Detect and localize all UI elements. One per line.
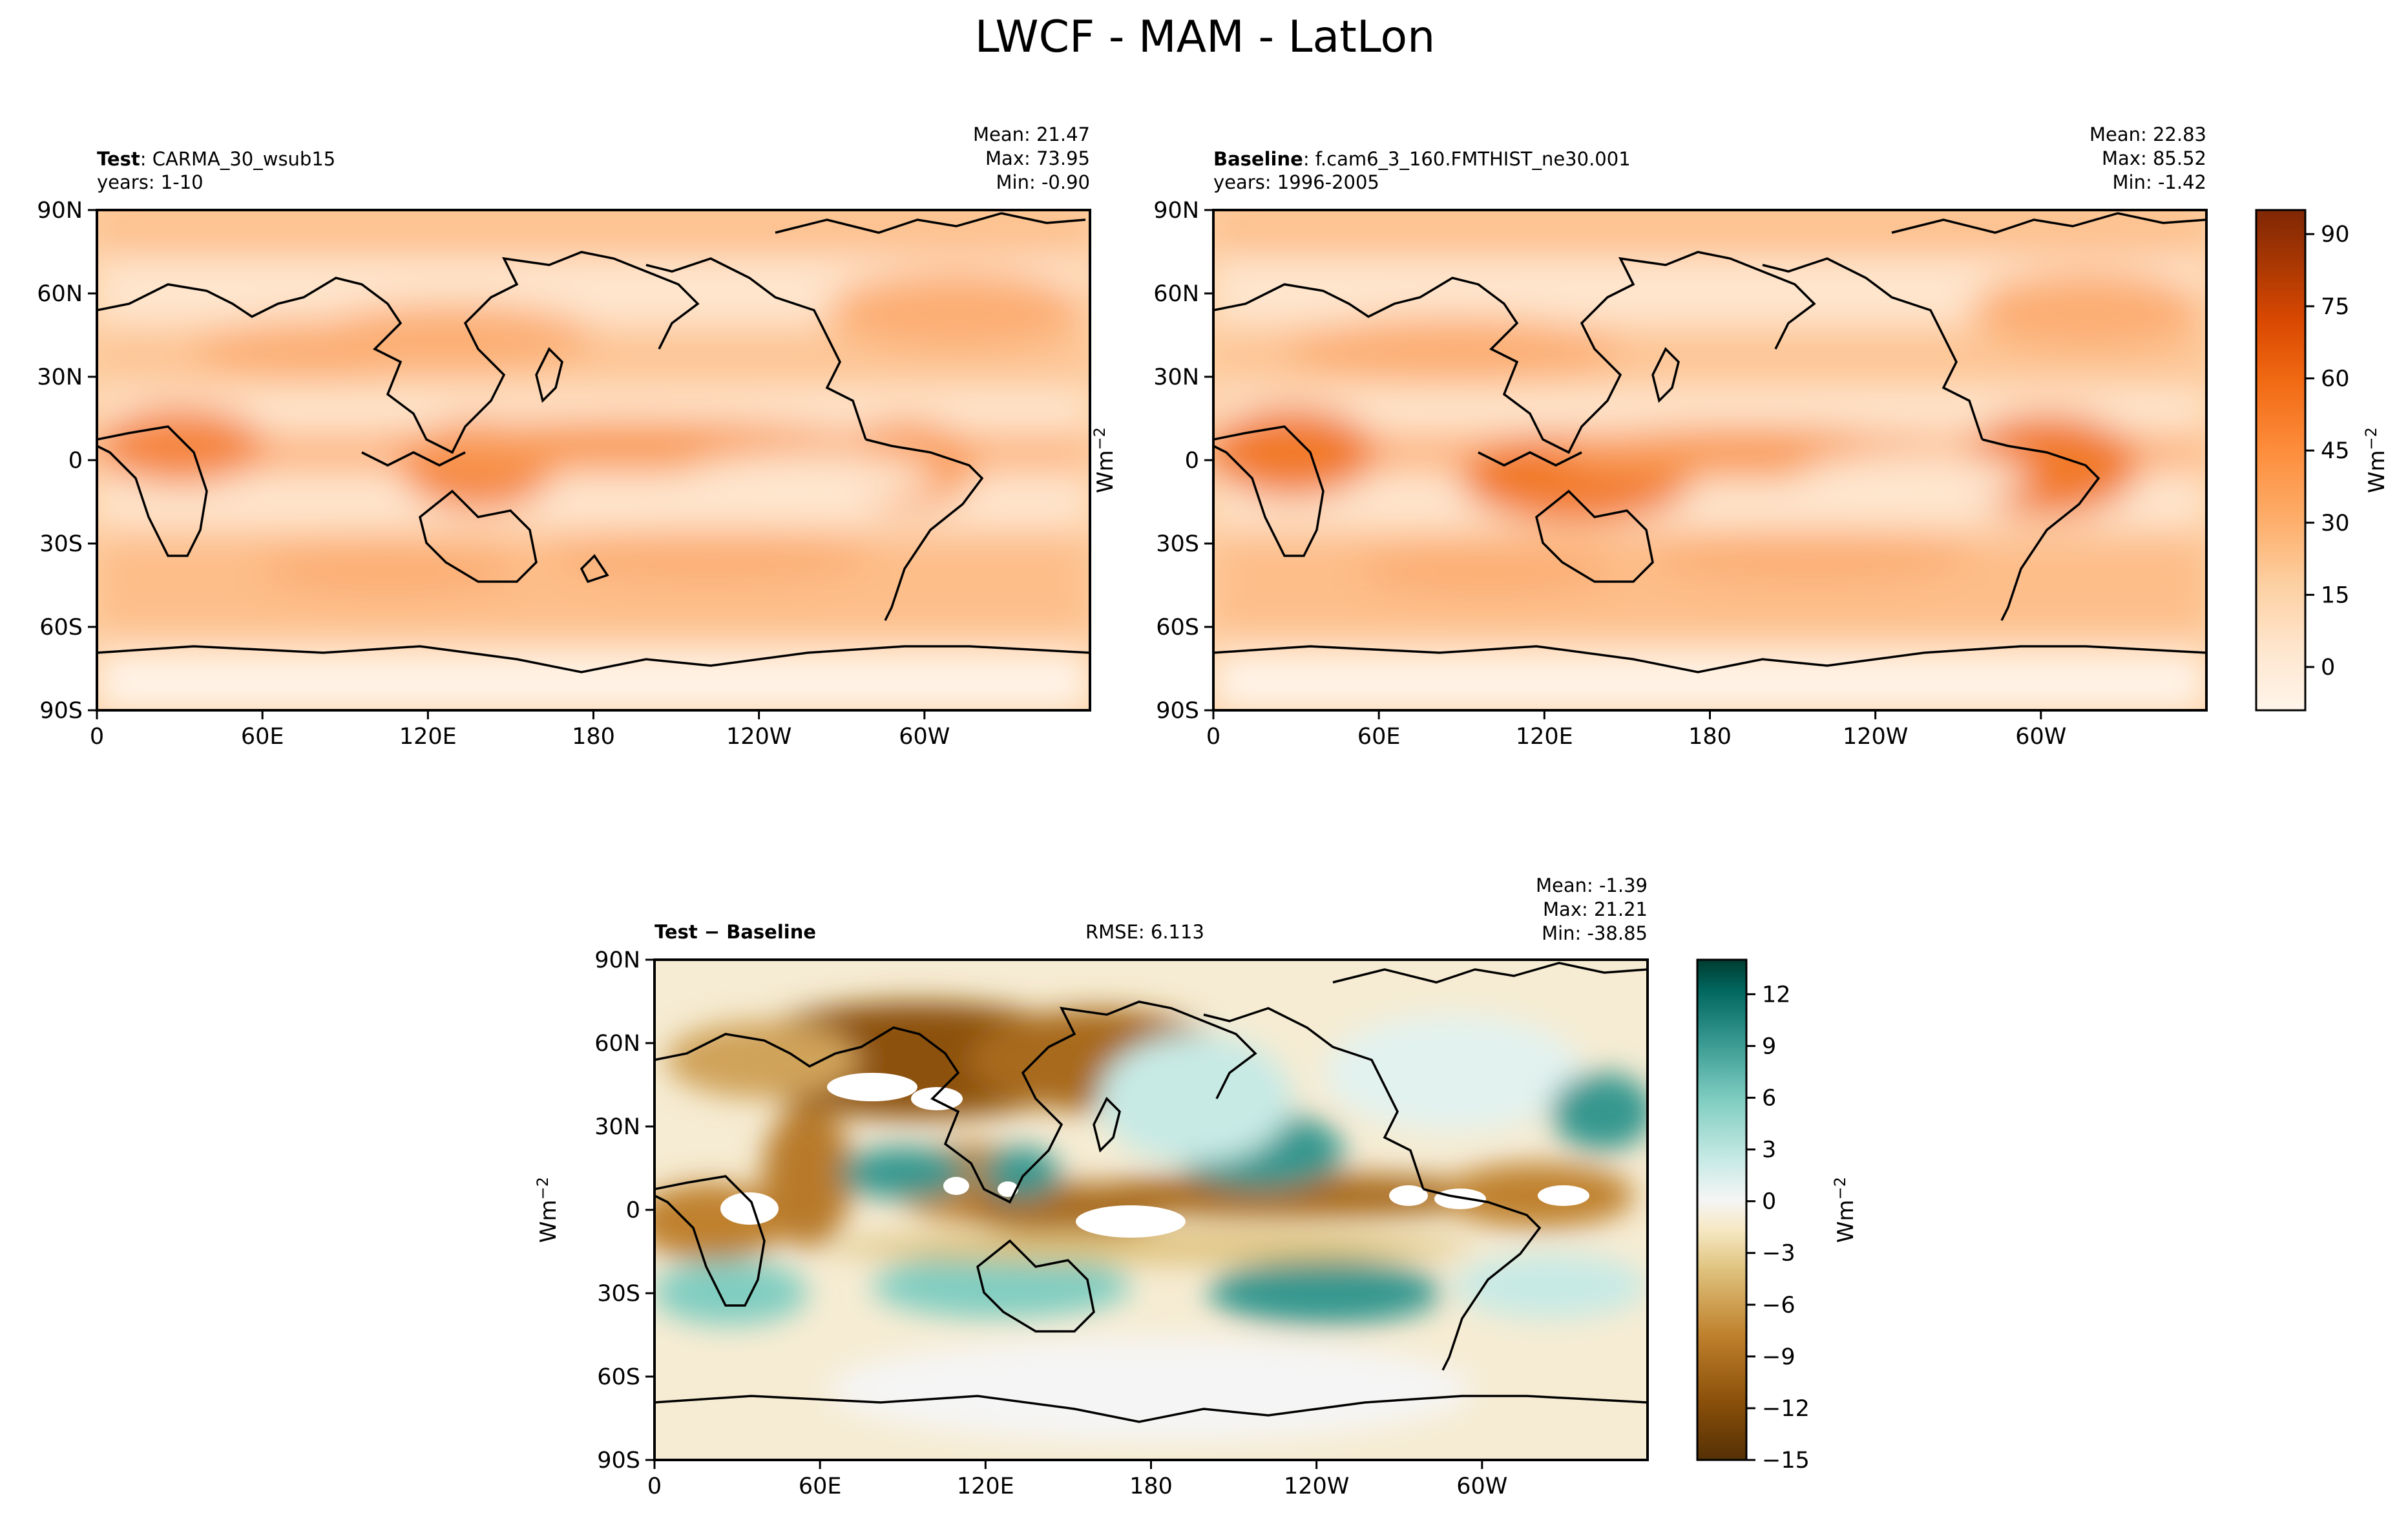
- difference-colorbar-tick-label: −9: [1762, 1344, 1796, 1370]
- test-xtick-label: 120W: [726, 724, 791, 750]
- test-ytick-label: 0: [68, 448, 83, 474]
- difference-colorbar-label: Wm−2: [1831, 1177, 1859, 1243]
- difference-colorbar-tick-label: 3: [1762, 1137, 1776, 1163]
- baseline-ytick-label: 30N: [1153, 365, 1199, 390]
- test-ytick-label: 90N: [37, 198, 83, 224]
- difference-mean: Mean: -1.39: [1536, 874, 1648, 896]
- test-case-label: Test: CARMA_30_wsub15: [97, 148, 335, 170]
- difference-colorbar: 12 9 6 3 0 −3 −6 −9 −12 −15 Wm−2: [1696, 958, 1859, 1474]
- difference-xtick-label: 180: [1129, 1474, 1173, 1499]
- difference-colorbar-tick-label: 0: [1762, 1189, 1776, 1215]
- baseline-ytick-label: 90N: [1153, 198, 1199, 224]
- baseline-colorbar-tick-label: 45: [2321, 438, 2350, 464]
- baseline-colorbar-tick-label: 90: [2321, 222, 2350, 248]
- test-ytick-label: 30S: [39, 531, 83, 557]
- figure-title: LWCF - MAM - LatLon: [975, 12, 1435, 63]
- baseline-colorbar: 90 75 60 45 30 15 0 Wm−2: [2255, 209, 2390, 712]
- difference-colorbar-tick-label: −15: [1762, 1448, 1810, 1474]
- difference-colorbar-tick-label: −3: [1762, 1241, 1796, 1267]
- test-ytick-label: 60S: [39, 615, 83, 640]
- difference-ytick-label: 30N: [594, 1114, 640, 1140]
- difference-ylabel: Wm−2: [534, 1177, 561, 1243]
- difference-max: Max: 21.21: [1543, 898, 1648, 920]
- baseline-ytick-label: 0: [1185, 448, 1199, 474]
- test-ytick-label: 60N: [37, 281, 83, 307]
- baseline-ytick-label: 30S: [1156, 531, 1199, 557]
- test-xtick-label: 60W: [899, 724, 950, 750]
- difference-rmse: RMSE: 6.113: [1085, 921, 1204, 943]
- test-ylabel: Wm−2: [1091, 427, 1118, 493]
- test-coastlines: [97, 212, 1090, 673]
- test-mean: Mean: 21.47: [973, 123, 1090, 145]
- baseline-case-label: Baseline: f.cam6_3_160.FMTHIST_ne30.001: [1213, 148, 1631, 170]
- test-xtick-label: 0: [90, 724, 104, 750]
- test-ytick-label: 30N: [37, 365, 83, 390]
- baseline-colorbar-tick-label: 15: [2321, 582, 2350, 608]
- baseline-colorbar-tick-label: 0: [2321, 655, 2335, 681]
- test-map-field: [97, 210, 1090, 710]
- test-max: Max: 73.95: [985, 147, 1090, 169]
- test-xtick-label: 60E: [241, 724, 284, 750]
- difference-missing-regions: [720, 1073, 1589, 1238]
- difference-xtick-label: 60E: [799, 1474, 842, 1499]
- difference-xtick-label: 120E: [957, 1474, 1014, 1499]
- baseline-ytick-label: 60N: [1153, 281, 1199, 307]
- baseline-colorbar-tick-label: 75: [2321, 294, 2350, 320]
- difference-colorbar-tick-label: −12: [1762, 1396, 1810, 1422]
- baseline-colorbar-tick-label: 30: [2321, 511, 2350, 536]
- difference-colorbar-frame: [1696, 958, 1748, 1461]
- baseline-xtick-label: 120W: [1843, 724, 1908, 750]
- difference-min: Min: -38.85: [1542, 922, 1648, 944]
- baseline-ytick-label: 60S: [1156, 615, 1199, 640]
- baseline-xtick-label: 120E: [1516, 724, 1573, 750]
- baseline-coastlines: [1213, 212, 2206, 673]
- baseline-ytick-label: 90S: [1156, 698, 1199, 724]
- difference-colorbar-tick-label: −6: [1762, 1293, 1796, 1318]
- baseline-xtick-label: 180: [1688, 724, 1732, 750]
- difference-ytick-label: 90N: [594, 947, 640, 973]
- test-min: Min: -0.90: [996, 171, 1090, 193]
- difference-colorbar-tick-label: 6: [1762, 1086, 1776, 1112]
- test-xtick-label: 180: [572, 724, 615, 750]
- baseline-panel: 0 60E 120E 180 120W 60W 90N 60N 30N 0 30S 60S 90S Ba…: [1153, 123, 2390, 750]
- baseline-xtick-label: 60E: [1357, 724, 1401, 750]
- baseline-max: Max: 85.52: [2102, 147, 2206, 169]
- difference-ytick-label: 30S: [597, 1281, 640, 1307]
- baseline-colorbar-tick-label: 60: [2321, 366, 2350, 392]
- difference-colorbar-fill: [1697, 960, 1746, 1460]
- difference-ytick-label: 60N: [594, 1031, 640, 1057]
- difference-ytick-label: 60S: [597, 1364, 640, 1390]
- difference-xtick-label: 120W: [1284, 1474, 1349, 1499]
- difference-colorbar-tick-label: 9: [1762, 1033, 1776, 1059]
- baseline-map-field: [1213, 210, 2206, 710]
- difference-ytick-label: 0: [626, 1198, 640, 1223]
- test-xtick-label: 120E: [399, 724, 457, 750]
- baseline-mean: Mean: 22.83: [2089, 123, 2206, 145]
- difference-label: Test − Baseline: [654, 921, 816, 943]
- baseline-xtick-label: 0: [1206, 724, 1220, 750]
- test-years: years: 1-10: [97, 171, 204, 193]
- difference-ytick-label: 90S: [597, 1448, 640, 1474]
- baseline-years: years: 1996-2005: [1213, 171, 1379, 193]
- baseline-colorbar-fill: [2256, 210, 2305, 710]
- baseline-colorbar-frame: [2255, 209, 2307, 712]
- test-panel: 0 60E 120E 180 120W 60W 90N 60N 30N 0 30S 60S 90S Te…: [37, 123, 1118, 750]
- difference-colorbar-tick-label: 12: [1762, 982, 1791, 1008]
- difference-coastlines: [654, 962, 1648, 1423]
- baseline-colorbar-label: Wm−2: [2362, 427, 2390, 493]
- baseline-xtick-label: 60W: [2015, 724, 2066, 750]
- difference-xtick-label: 60W: [1456, 1474, 1507, 1499]
- difference-panel: 0 60E 120E 180 120W 60W 90N 60N 30N 0 30S 60S 90S Te…: [534, 874, 1859, 1499]
- difference-xtick-label: 0: [647, 1474, 662, 1499]
- baseline-min: Min: -1.42: [2113, 171, 2206, 193]
- test-ytick-label: 90S: [39, 698, 83, 724]
